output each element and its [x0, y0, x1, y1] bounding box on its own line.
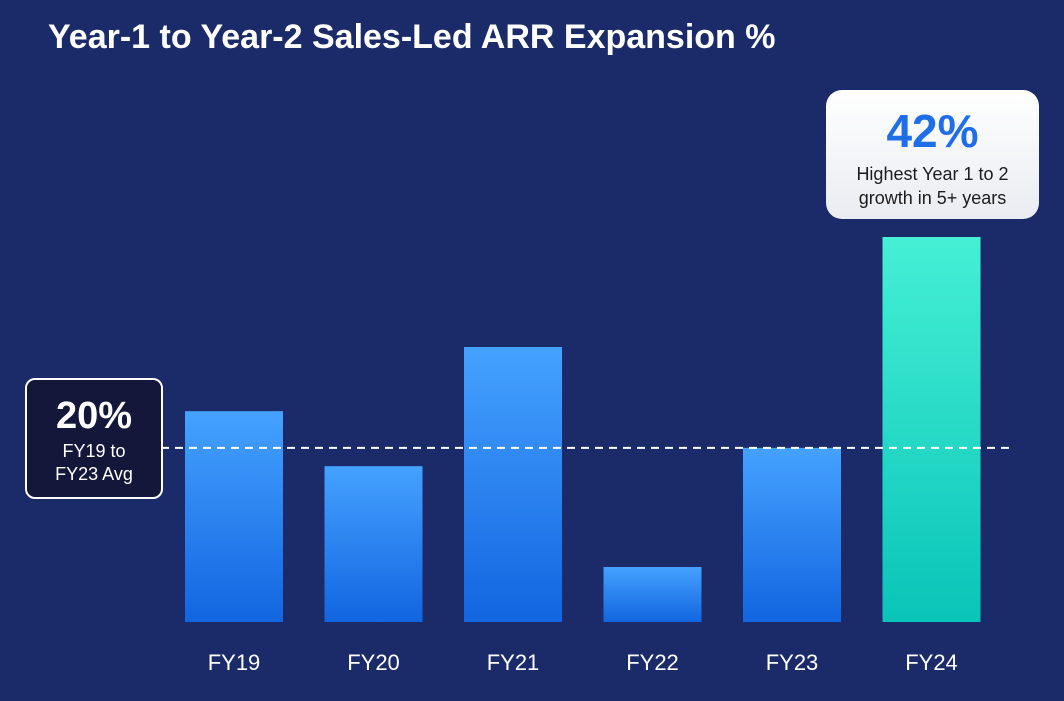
- bar-fy24: [882, 237, 981, 622]
- x-tick-label-fy22: FY22: [626, 650, 679, 675]
- callout-text: Highest Year 1 to 2 growth in 5+ years: [856, 164, 1009, 208]
- bar-fy21: [464, 347, 562, 622]
- average-label-box: 20% FY19 to FY23 Avg: [25, 378, 163, 499]
- bar-fy19: [185, 411, 283, 622]
- x-tick-label-fy24: FY24: [905, 650, 958, 675]
- x-tick-label-fy20: FY20: [347, 650, 400, 675]
- chart-title: Year-1 to Year-2 Sales-Led ARR Expansion…: [48, 18, 776, 56]
- average-value: 20%: [55, 395, 133, 437]
- callout-value: 42%: [886, 105, 979, 157]
- highlight-callout: 42% Highest Year 1 to 2 growth in 5+ yea…: [826, 90, 1039, 219]
- average-label-text: FY19 to FY23 Avg: [55, 441, 133, 484]
- bar-fy20: [324, 466, 423, 622]
- x-tick-label-fy19: FY19: [208, 650, 261, 675]
- bar-fy23: [743, 447, 841, 622]
- bar-fy22: [603, 567, 702, 622]
- x-tick-label-fy21: FY21: [487, 650, 540, 675]
- x-tick-label-fy23: FY23: [766, 650, 819, 675]
